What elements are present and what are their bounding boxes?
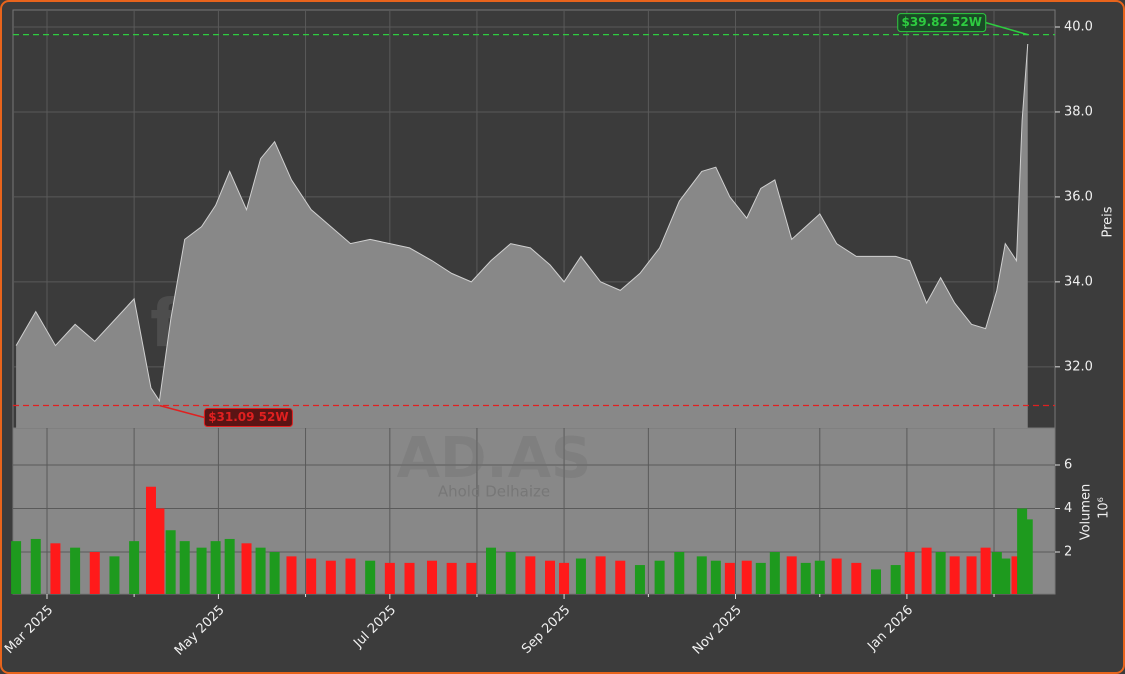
volume-bar: [384, 562, 395, 594]
watermark: AD.AS: [397, 426, 592, 491]
volume-bar: [741, 560, 752, 594]
volume-bar: [196, 547, 207, 594]
volume-bar: [786, 556, 797, 594]
volume-bar: [904, 552, 915, 594]
volume-bar: [426, 560, 437, 594]
volume-bar: [559, 562, 570, 594]
volume-bar: [325, 560, 336, 594]
volume-bar: [696, 556, 707, 594]
y-tick-label: 32.0: [1064, 359, 1093, 374]
volume-bar: [615, 560, 626, 594]
y-tick-label: 2: [1064, 545, 1072, 560]
volume-bar: [724, 562, 735, 594]
volume-bar: [575, 558, 586, 594]
volume-bar: [145, 486, 156, 594]
volume-bar: [486, 547, 497, 594]
annotation-label: $31.09 52W: [208, 410, 288, 424]
y-tick-label: 40.0: [1064, 19, 1093, 34]
volume-bar: [1000, 558, 1011, 594]
volume-bar: [466, 562, 477, 594]
volume-bar: [800, 562, 811, 594]
volume-bar: [1022, 519, 1033, 594]
volume-bar: [545, 560, 556, 594]
volume-bar: [595, 556, 606, 594]
price-area: [16, 43, 1028, 429]
volume-bar: [241, 543, 252, 594]
volume-bar: [851, 562, 862, 594]
annotation-arrow: [159, 404, 205, 419]
volume-bar: [255, 547, 266, 594]
volume-bar: [1011, 556, 1022, 594]
volume-bar: [50, 543, 61, 594]
volume-bar: [210, 541, 221, 594]
annotation-box: [203, 407, 293, 427]
volume-bar: [11, 541, 22, 594]
volume-bar: [70, 547, 81, 594]
annotation-label: $39.82 52W: [902, 15, 982, 29]
volume-bar: [109, 556, 120, 594]
volume-bar: [365, 560, 376, 594]
volume-bar: [710, 560, 721, 594]
volume-bar: [179, 541, 190, 594]
volume-bar: [935, 552, 946, 594]
volume-bar: [980, 547, 991, 594]
volume-bar: [890, 565, 901, 594]
y-tick-label: 6: [1064, 457, 1072, 472]
volume-bar: [286, 556, 297, 594]
annotation-arrow: [985, 21, 1028, 36]
volume-bar: [89, 552, 100, 594]
volume-bar: [154, 508, 165, 594]
y-axis-unit: 10⁶: [1097, 497, 1112, 519]
volume-bar: [345, 558, 356, 594]
volume-bar: [921, 547, 932, 594]
volume-bar: [966, 556, 977, 594]
y-axis-label: Preis: [1101, 206, 1116, 237]
annotation-box: [897, 13, 987, 33]
volume-bar: [654, 560, 665, 594]
y-axis-label: Volumen: [1079, 484, 1094, 541]
volume-bar: [30, 538, 41, 594]
volume-bar: [870, 569, 881, 594]
volume-bar: [129, 541, 140, 594]
volume-bar: [224, 538, 235, 594]
y-tick-label: 36.0: [1064, 189, 1093, 204]
volume-bar: [991, 552, 1002, 594]
volume-bar: [446, 562, 457, 594]
volume-bar: [674, 552, 685, 594]
volume-bar: [165, 530, 176, 594]
volume-bar: [505, 552, 516, 594]
volume-bar: [1017, 508, 1028, 594]
y-tick-label: 4: [1064, 501, 1072, 516]
y-tick-label: 34.0: [1064, 274, 1093, 289]
volume-bar: [769, 552, 780, 594]
volume-bar: [404, 562, 415, 594]
y-tick-label: 38.0: [1064, 104, 1093, 119]
price-line: [15, 43, 1029, 403]
volume-bar: [269, 552, 280, 594]
volume-bar: [634, 565, 645, 594]
volume-bar: [949, 556, 960, 594]
volume-bar: [831, 558, 842, 594]
watermark-subtitle: Ahold Delhaize: [438, 483, 550, 501]
volume-bar: [814, 560, 825, 594]
volume-bar: [306, 558, 317, 594]
volume-bar: [755, 562, 766, 594]
volume-bar: [525, 556, 536, 594]
